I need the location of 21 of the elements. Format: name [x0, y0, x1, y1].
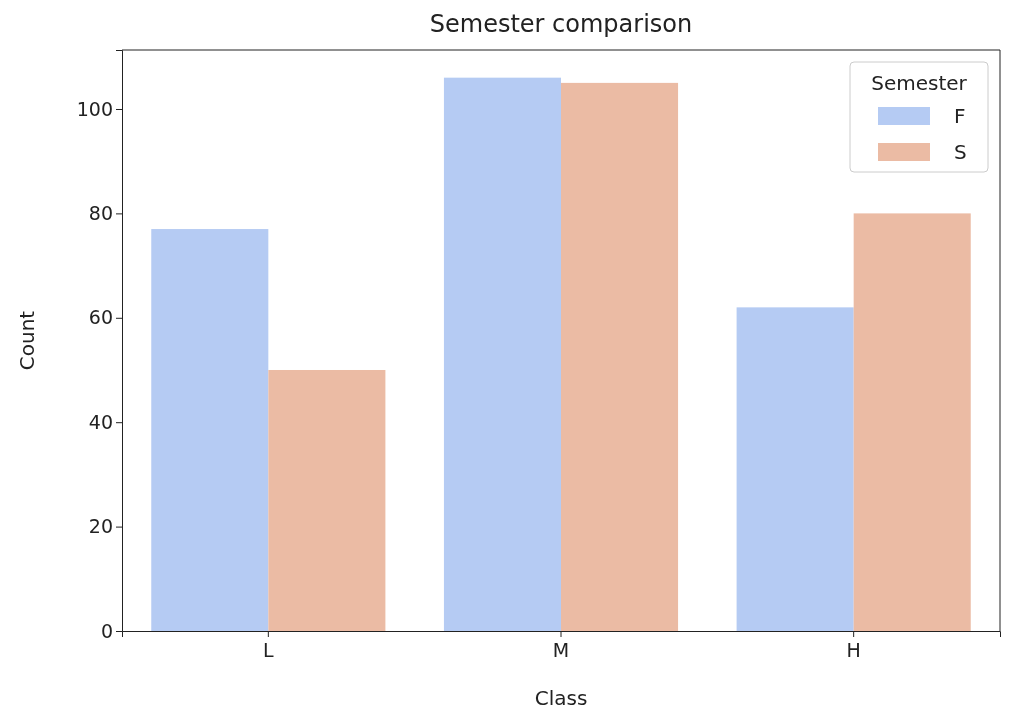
legend-title: Semester [871, 71, 968, 95]
y-tick-label: 60 [88, 306, 113, 329]
legend-label: F [954, 104, 966, 128]
chart-title: Semester comparison [429, 10, 693, 38]
y-tick-label: 40 [88, 410, 113, 433]
bar [268, 369, 386, 631]
legend-label: S [954, 140, 967, 164]
bar [151, 229, 269, 631]
bar [853, 213, 971, 631]
y-tick-label: 100 [76, 97, 113, 120]
bar [736, 307, 854, 631]
bar [561, 82, 679, 631]
x-tick-label: M [552, 639, 570, 662]
y-axis-title: Count [15, 310, 39, 371]
y-tick-label: 0 [100, 619, 113, 642]
x-axis-title: Class [534, 686, 588, 710]
y-tick-label: 20 [88, 515, 113, 538]
bar [443, 77, 561, 631]
x-tick-label: L [263, 639, 275, 662]
x-tick-label: H [846, 639, 861, 662]
y-tick-label: 80 [88, 201, 113, 224]
